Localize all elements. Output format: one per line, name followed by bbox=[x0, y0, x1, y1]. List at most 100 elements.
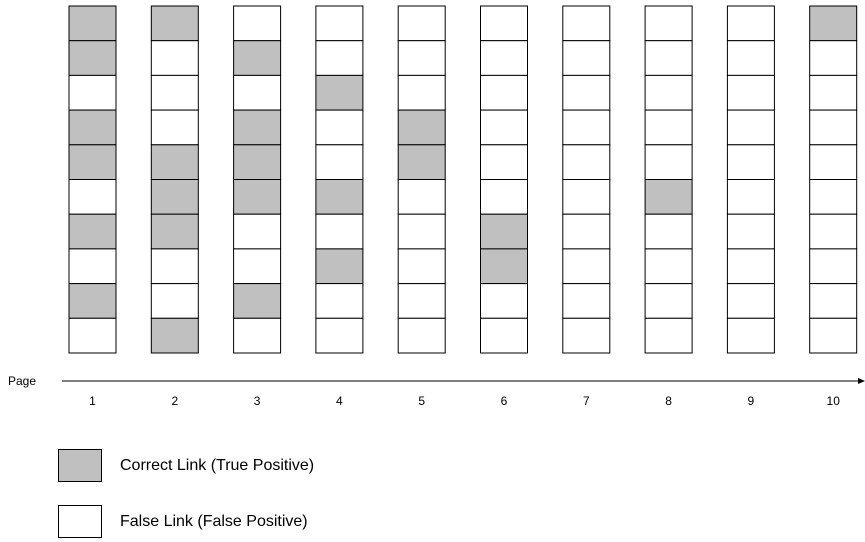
page-tick-label: 5 bbox=[418, 394, 425, 408]
legend-false-label: False Link (False Positive) bbox=[120, 512, 308, 530]
false-link-cell bbox=[480, 144, 528, 181]
false-link-cell bbox=[562, 213, 611, 250]
axis-label: Page bbox=[8, 374, 36, 388]
page-column-8 bbox=[644, 5, 693, 354]
correct-link-cell bbox=[233, 283, 282, 319]
correct-link-cell bbox=[150, 179, 199, 215]
correct-link-cell bbox=[68, 40, 117, 76]
page-column-7 bbox=[562, 5, 611, 354]
false-link-cell bbox=[150, 40, 199, 76]
false-link-cell bbox=[562, 179, 611, 215]
false-link-cell bbox=[726, 5, 775, 42]
false-link-cell bbox=[315, 283, 364, 319]
false-link-cell bbox=[809, 213, 858, 250]
false-link-cell bbox=[397, 179, 446, 215]
false-link-cell bbox=[562, 74, 611, 111]
correct-link-cell bbox=[150, 213, 199, 250]
false-link-cell bbox=[315, 109, 364, 146]
page-tick-label: 1 bbox=[89, 394, 96, 408]
false-link-cell bbox=[397, 283, 446, 319]
correct-link-cell bbox=[68, 283, 117, 319]
correct-link-cell bbox=[315, 248, 364, 285]
legend-correct-swatch bbox=[58, 449, 102, 482]
false-link-cell bbox=[315, 144, 364, 181]
false-link-cell bbox=[562, 317, 611, 354]
correct-link-cell bbox=[480, 248, 528, 285]
false-link-cell bbox=[644, 5, 693, 42]
page-tick-label: 7 bbox=[583, 394, 590, 408]
correct-link-cell bbox=[644, 179, 693, 215]
false-link-cell bbox=[397, 40, 446, 76]
false-link-cell bbox=[480, 179, 528, 215]
legend-false: False Link (False Positive) bbox=[58, 505, 308, 538]
page-column-1 bbox=[68, 5, 117, 354]
false-link-cell bbox=[233, 5, 282, 42]
false-link-cell bbox=[726, 40, 775, 76]
false-link-cell bbox=[726, 144, 775, 181]
false-link-cell bbox=[644, 109, 693, 146]
false-link-cell bbox=[644, 317, 693, 354]
false-link-cell bbox=[809, 40, 858, 76]
false-link-cell bbox=[562, 40, 611, 76]
false-link-cell bbox=[644, 248, 693, 285]
correct-link-cell bbox=[68, 5, 117, 42]
false-link-cell bbox=[233, 317, 282, 354]
page-column-4 bbox=[315, 5, 364, 354]
false-link-cell bbox=[562, 5, 611, 42]
false-link-cell bbox=[726, 317, 775, 354]
page-column-10 bbox=[809, 5, 858, 354]
false-link-cell bbox=[68, 317, 117, 354]
correct-link-cell bbox=[68, 109, 117, 146]
false-link-cell bbox=[233, 248, 282, 285]
page-tick-label: 9 bbox=[748, 394, 755, 408]
false-link-cell bbox=[150, 283, 199, 319]
false-link-cell bbox=[644, 213, 693, 250]
correct-link-cell bbox=[150, 144, 199, 181]
page-tick-label: 8 bbox=[665, 394, 672, 408]
false-link-cell bbox=[644, 74, 693, 111]
false-link-cell bbox=[150, 109, 199, 146]
correct-link-cell bbox=[315, 74, 364, 111]
correct-link-cell bbox=[480, 213, 528, 250]
false-link-cell bbox=[809, 179, 858, 215]
false-link-cell bbox=[480, 40, 528, 76]
correct-link-cell bbox=[809, 5, 858, 42]
false-link-cell bbox=[397, 213, 446, 250]
false-link-cell bbox=[480, 109, 528, 146]
false-link-cell bbox=[809, 74, 858, 111]
false-link-cell bbox=[726, 213, 775, 250]
correct-link-cell bbox=[150, 317, 199, 354]
false-link-cell bbox=[68, 179, 117, 215]
page-column-6 bbox=[480, 5, 528, 354]
correct-link-cell bbox=[150, 5, 199, 42]
false-link-cell bbox=[480, 74, 528, 111]
page-column-9 bbox=[726, 5, 775, 354]
page-column-3 bbox=[233, 5, 282, 354]
false-link-cell bbox=[644, 144, 693, 181]
page-tick-label: 2 bbox=[171, 394, 178, 408]
page-column-5 bbox=[397, 5, 446, 354]
false-link-cell bbox=[68, 248, 117, 285]
false-link-cell bbox=[68, 74, 117, 111]
false-link-cell bbox=[726, 283, 775, 319]
correct-link-cell bbox=[397, 109, 446, 146]
false-link-cell bbox=[397, 248, 446, 285]
false-link-cell bbox=[644, 40, 693, 76]
false-link-cell bbox=[562, 283, 611, 319]
false-link-cell bbox=[480, 5, 528, 42]
false-link-cell bbox=[150, 248, 199, 285]
page-column-2 bbox=[150, 5, 199, 354]
legend-correct: Correct Link (True Positive) bbox=[58, 449, 314, 482]
false-link-cell bbox=[809, 109, 858, 146]
false-link-cell bbox=[726, 179, 775, 215]
correct-link-cell bbox=[233, 40, 282, 76]
legend-correct-label: Correct Link (True Positive) bbox=[120, 456, 315, 474]
correct-link-cell bbox=[315, 179, 364, 215]
false-link-cell bbox=[315, 317, 364, 354]
false-link-cell bbox=[809, 144, 858, 181]
correct-link-cell bbox=[68, 213, 117, 250]
false-link-cell bbox=[397, 74, 446, 111]
false-link-cell bbox=[726, 109, 775, 146]
false-link-cell bbox=[562, 248, 611, 285]
